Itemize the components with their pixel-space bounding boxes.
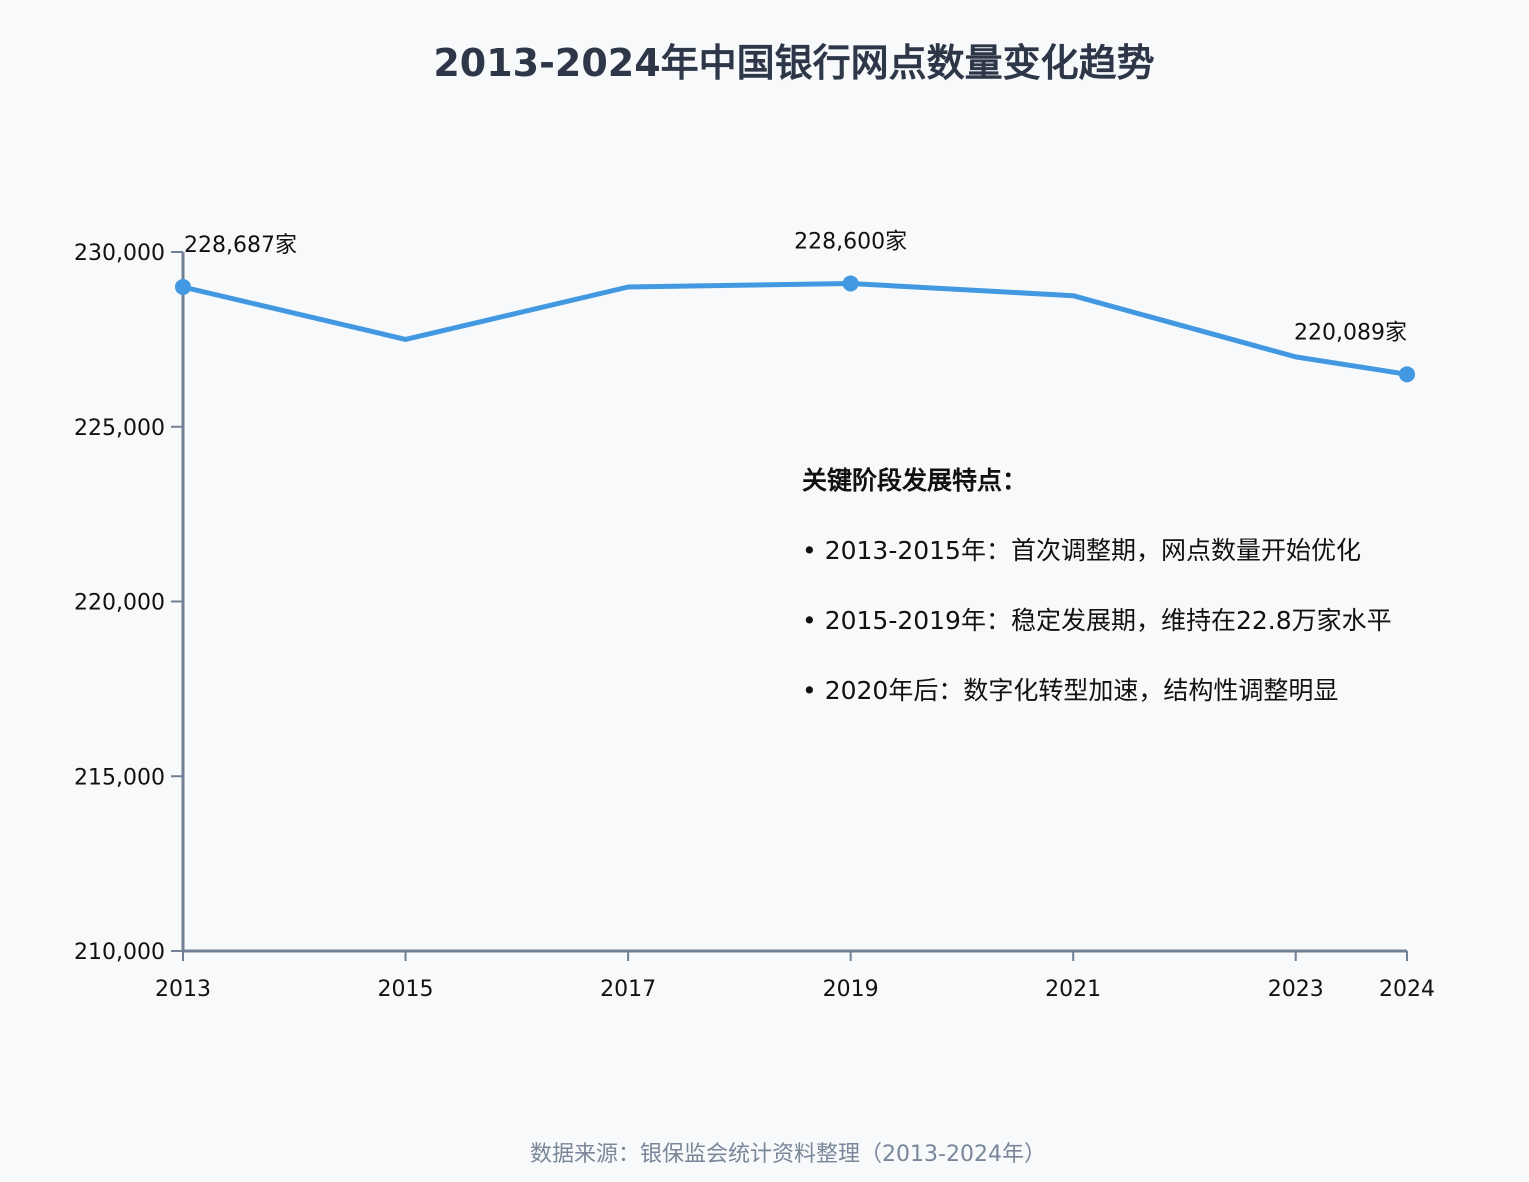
x-tick-label: 2013 [155,977,211,1002]
x-ticks: 2013 2015 2017 2019 2021 2023 2024 [155,951,1435,1002]
y-tick-label: 210,000 [74,940,165,965]
x-tick-label: 2021 [1045,977,1101,1002]
data-point [1399,366,1415,383]
y-tick-label: 225,000 [74,416,165,441]
source-note: 数据来源：银保监会统计资料整理（2013-2024年） [530,1142,1046,1167]
data-label: 228,687家 [184,233,297,258]
data-point [842,275,859,292]
chart-title: 2013-2024年中国银行网点数量变化趋势 [433,41,1154,85]
data-point [175,278,191,295]
y-tick-label: 230,000 [74,241,165,266]
key-stages-notes: 关键阶段发展特点： • 2013-2015年：首次调整期，网点数量开始优化 • … [802,466,1392,705]
axes [181,252,1407,953]
series-line [180,281,1410,377]
data-label: 228,600家 [794,229,907,254]
y-ticks: 210,000 215,000 220,000 225,000 230,000 [74,241,183,965]
x-tick-label: 2017 [600,977,656,1002]
data-label: 220,089家 [1294,320,1407,345]
note-item-1: • 2013-2015年：首次调整期，网点数量开始优化 [802,536,1361,565]
notes-heading: 关键阶段发展特点： [802,466,1027,495]
x-tick-label: 2023 [1268,977,1324,1002]
x-tick-label: 2024 [1379,977,1435,1002]
y-tick-label: 220,000 [74,591,165,616]
note-item-3: • 2020年后：数字化转型加速，结构性调整明显 [802,676,1338,705]
note-item-2: • 2015-2019年：稳定发展期，维持在22.8万家水平 [802,606,1392,635]
x-tick-label: 2015 [378,977,434,1002]
plot-area: 228,687家 228,600家 220,089家 [175,229,1415,383]
y-tick-label: 215,000 [74,765,165,790]
x-tick-label: 2019 [823,977,879,1002]
